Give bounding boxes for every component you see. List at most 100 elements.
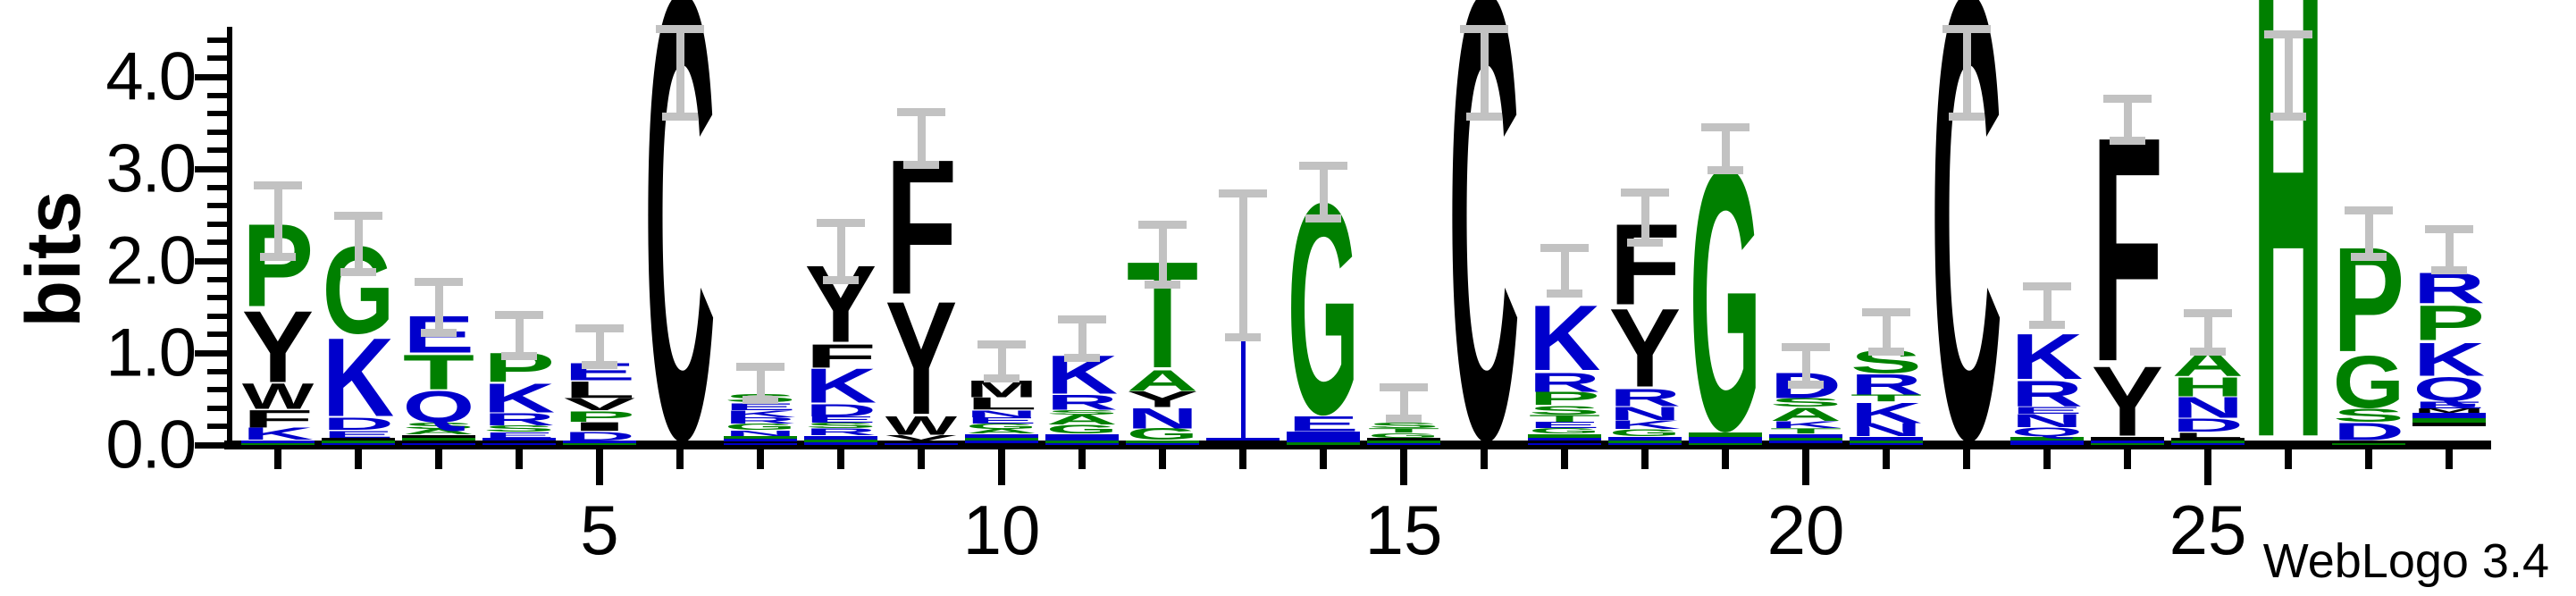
logo-hairline-letter [402,442,475,445]
error-bar-stem [917,112,926,164]
svg-text:N: N [966,408,1037,419]
error-bar-cap-top [2425,224,2473,233]
y-minor-tick [207,276,227,282]
svg-text:P: P [564,408,635,425]
logo-letter: F [885,119,957,335]
logo-hairline-letter [1769,433,1842,438]
error-bar-cap-top [1058,315,1106,323]
error-bar-stem [1801,346,1810,384]
logo-hairline-letter [402,437,475,441]
logo-hairline-letter [2412,418,2486,424]
svg-text:I: I [564,420,635,433]
error-bar-cap-top [2184,308,2232,317]
y-major-tick [195,73,227,80]
logo-letter: D [323,415,394,434]
logo-hairline-letter [241,442,315,445]
logo-hairline-letter [1850,440,1923,443]
y-minor-tick [207,129,227,135]
logo-hairline-letter [322,442,395,445]
svg-text:G: G [1127,425,1198,443]
logo-letter: N [1850,420,1922,441]
svg-text:N: N [1127,403,1198,434]
logo-hairline-letter [2091,442,2164,445]
svg-text:V: V [564,395,636,415]
x-tick-label: 15 [1364,491,1443,569]
svg-text:D: D [2333,418,2404,446]
svg-text:D: D [323,415,394,434]
logo-hairline-letter [804,435,877,440]
error-bar-cap-bottom [1145,280,1180,289]
svg-text:E: E [805,415,877,424]
logo-letter: A [1127,364,1198,397]
svg-text:K: K [242,424,314,444]
logo-letter: T [403,345,475,400]
logo-letter: Y [1127,387,1198,412]
logo-letter: T [1368,427,1439,434]
svg-text:K: K [323,315,394,441]
error-bar-cap-top [1299,161,1347,170]
logo-letter: D [2333,418,2404,446]
error-bar-stem [515,314,524,357]
svg-text:S: S [483,424,555,434]
svg-text:T: T [403,345,475,400]
svg-text:K: K [2011,322,2084,393]
svg-text:T: T [1368,427,1439,434]
logo-hairline-letter [2171,440,2245,443]
logo-letter: S [1529,404,1600,417]
logo-letter: N [1127,403,1198,434]
x-major-tick [998,449,1005,485]
svg-text:T: T [1529,413,1601,424]
weblogo-attribution: WebLogo 3.4 [2262,534,2549,588]
svg-text:K: K [1850,398,1922,429]
error-bar-stem [836,222,845,280]
logo-hairline-letter [2332,442,2405,445]
svg-text:S: S [1368,422,1439,430]
error-bar-cap-bottom [743,395,778,404]
logo-letter: V [885,433,958,441]
y-minor-tick [207,111,227,117]
logo-letter: V [564,395,636,415]
logo-letter: S [1046,409,1118,416]
error-bar-cap-top [817,218,865,227]
svg-text:Y: Y [1609,286,1681,411]
logo-hairline-letter [1287,441,1360,445]
logo-letter: N [966,408,1037,419]
error-bar-cap-bottom [1547,290,1582,298]
y-major-tick [195,165,227,172]
error-bar-stem [1640,191,1649,243]
logo-hairline-letter [1689,432,1762,437]
logo-hairline-letter [1045,437,1119,441]
y-minor-tick [207,387,227,393]
svg-text:R: R [805,427,877,438]
logo-letter: K [725,408,796,419]
error-bar-stem [1238,192,1247,338]
error-bar-cap-bottom [1627,239,1663,248]
error-bar-cap-top [575,324,624,333]
logo-letter: N [1609,403,1681,424]
y-minor-tick [207,368,227,374]
svg-text:R: R [1529,367,1600,398]
logo-letter: T [1770,427,1842,435]
error-bar-stem [2123,97,2132,141]
logo-hairline-letter [2010,440,2084,443]
error-bar-cap-top [2103,94,2152,103]
y-major-tick [195,349,227,357]
logo-hairline-letter [1850,442,1923,445]
error-bar-cap-bottom [2110,137,2145,146]
x-minor-tick [1883,449,1890,469]
logo-letter: Q [403,382,474,432]
svg-text:K: K [725,408,796,419]
error-bar-stem [1078,318,1087,358]
logo-letter: G [1046,423,1118,436]
svg-text:D: D [2172,416,2244,436]
error-bar-cap-top [656,25,704,34]
logo-letter: G [1288,140,1359,476]
logo-letter: S [2333,405,2404,425]
logo-hairline-letter [1689,440,1762,443]
y-tick-label: 2.0 [105,222,197,299]
logo-hairline-letter [1528,440,1601,443]
logo-hairline-letter [1287,435,1360,440]
error-bar-cap-top [1782,342,1830,351]
logo-hairline-letter [1367,440,1440,443]
logo-letter: A [403,428,474,436]
